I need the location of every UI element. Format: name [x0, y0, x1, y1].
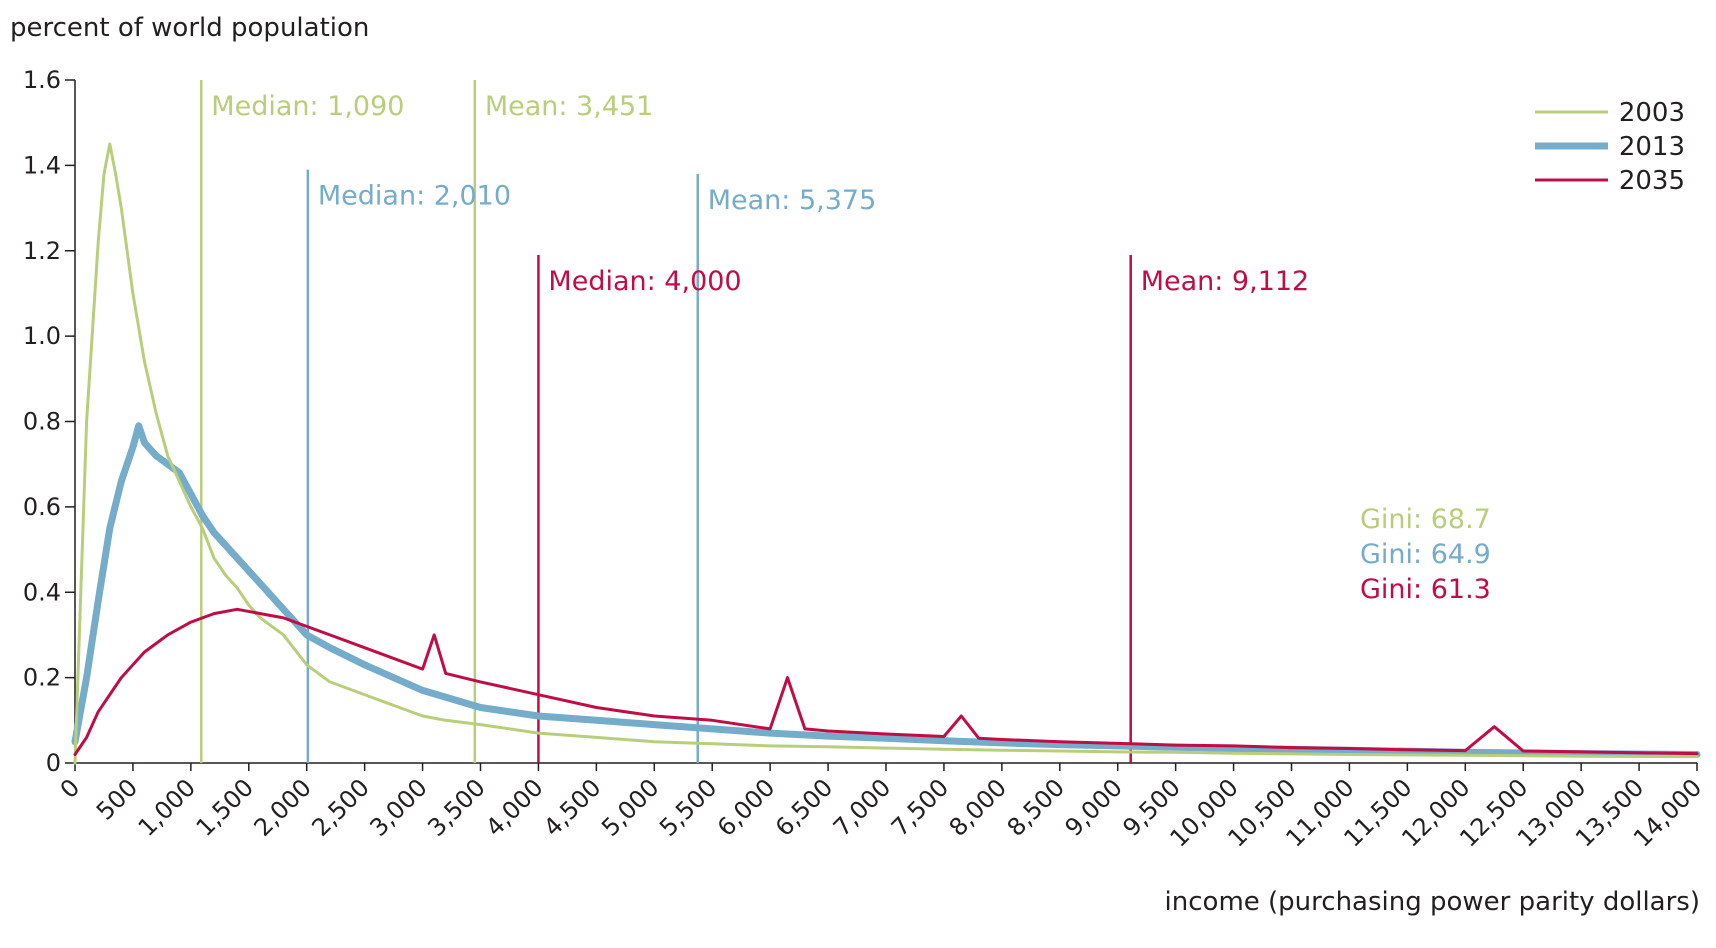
y-tick-label: 0.2	[23, 664, 61, 692]
series-line-2035	[73, 607, 1699, 756]
x-tick-label: 500	[91, 773, 143, 825]
x-tick-label: 6,500	[770, 773, 838, 841]
y-tick-label: 1.6	[23, 66, 61, 94]
x-tick-label: 5,500	[654, 773, 722, 841]
x-tick-label: 4,000	[480, 773, 548, 841]
annotation-label: Median: 1,090	[211, 91, 404, 122]
legend-label-2003: 2003	[1619, 98, 1685, 128]
x-tick-label: 1,500	[191, 773, 259, 841]
y-tick-label: 0.8	[23, 408, 61, 436]
gini-labels: Gini: 68.7 Gini: 64.9 Gini: 61.3	[1360, 504, 1491, 605]
annotation-label: Mean: 3,451	[485, 91, 654, 122]
x-tick-label: 0	[55, 773, 86, 804]
median-mean-annotations: Median: 1,090 Mean: 3,451 Median: 2,010 Mea…	[200, 80, 1310, 763]
x-tick-label: 7,500	[886, 773, 954, 841]
x-tick-label: 2,500	[306, 773, 374, 841]
gini-label: Gini: 61.3	[1360, 574, 1491, 605]
annotation-label: Mean: 5,375	[708, 185, 877, 216]
x-tick-label: 7,000	[828, 773, 896, 841]
x-axis-title: income (purchasing power parity dollars)	[1165, 887, 1700, 917]
x-tick-label: 6,000	[712, 773, 780, 841]
legend-label-2013: 2013	[1619, 132, 1685, 162]
x-tick-label: 3,000	[364, 773, 432, 841]
y-tick-label: 1.2	[23, 237, 61, 265]
y-tick-label: 1.4	[23, 151, 61, 179]
series-line-2013	[71, 422, 1701, 758]
y-tick-label: 1.0	[23, 322, 61, 350]
y-axis-title: percent of world population	[10, 13, 369, 43]
legend: 2003 2013 2035	[1535, 98, 1685, 196]
y-tick-label: 0.6	[23, 493, 61, 521]
x-tick-label: 2,000	[249, 773, 317, 841]
y-tick-label: 0.4	[23, 578, 61, 606]
annotation-label: Mean: 9,112	[1141, 266, 1310, 297]
legend-label-2035: 2035	[1619, 166, 1685, 196]
y-tick-label: 0	[46, 749, 61, 777]
series-lines	[71, 142, 1701, 765]
x-tick-label: 1,000	[133, 773, 201, 841]
x-tick-label: 8,500	[1002, 773, 1070, 841]
x-tick-label: 3,500	[422, 773, 490, 841]
annotation-label: Median: 2,010	[318, 181, 511, 212]
x-tick-label: 5,000	[596, 773, 664, 841]
gini-label: Gini: 68.7	[1360, 504, 1491, 535]
x-tick-label: 9,000	[1060, 773, 1128, 841]
series-line-2003	[73, 142, 1699, 765]
annotation-label: Median: 4,000	[548, 266, 741, 297]
gini-label: Gini: 64.9	[1360, 539, 1491, 570]
x-tick-label: 4,500	[538, 773, 606, 841]
x-tick-label: 8,000	[944, 773, 1012, 841]
